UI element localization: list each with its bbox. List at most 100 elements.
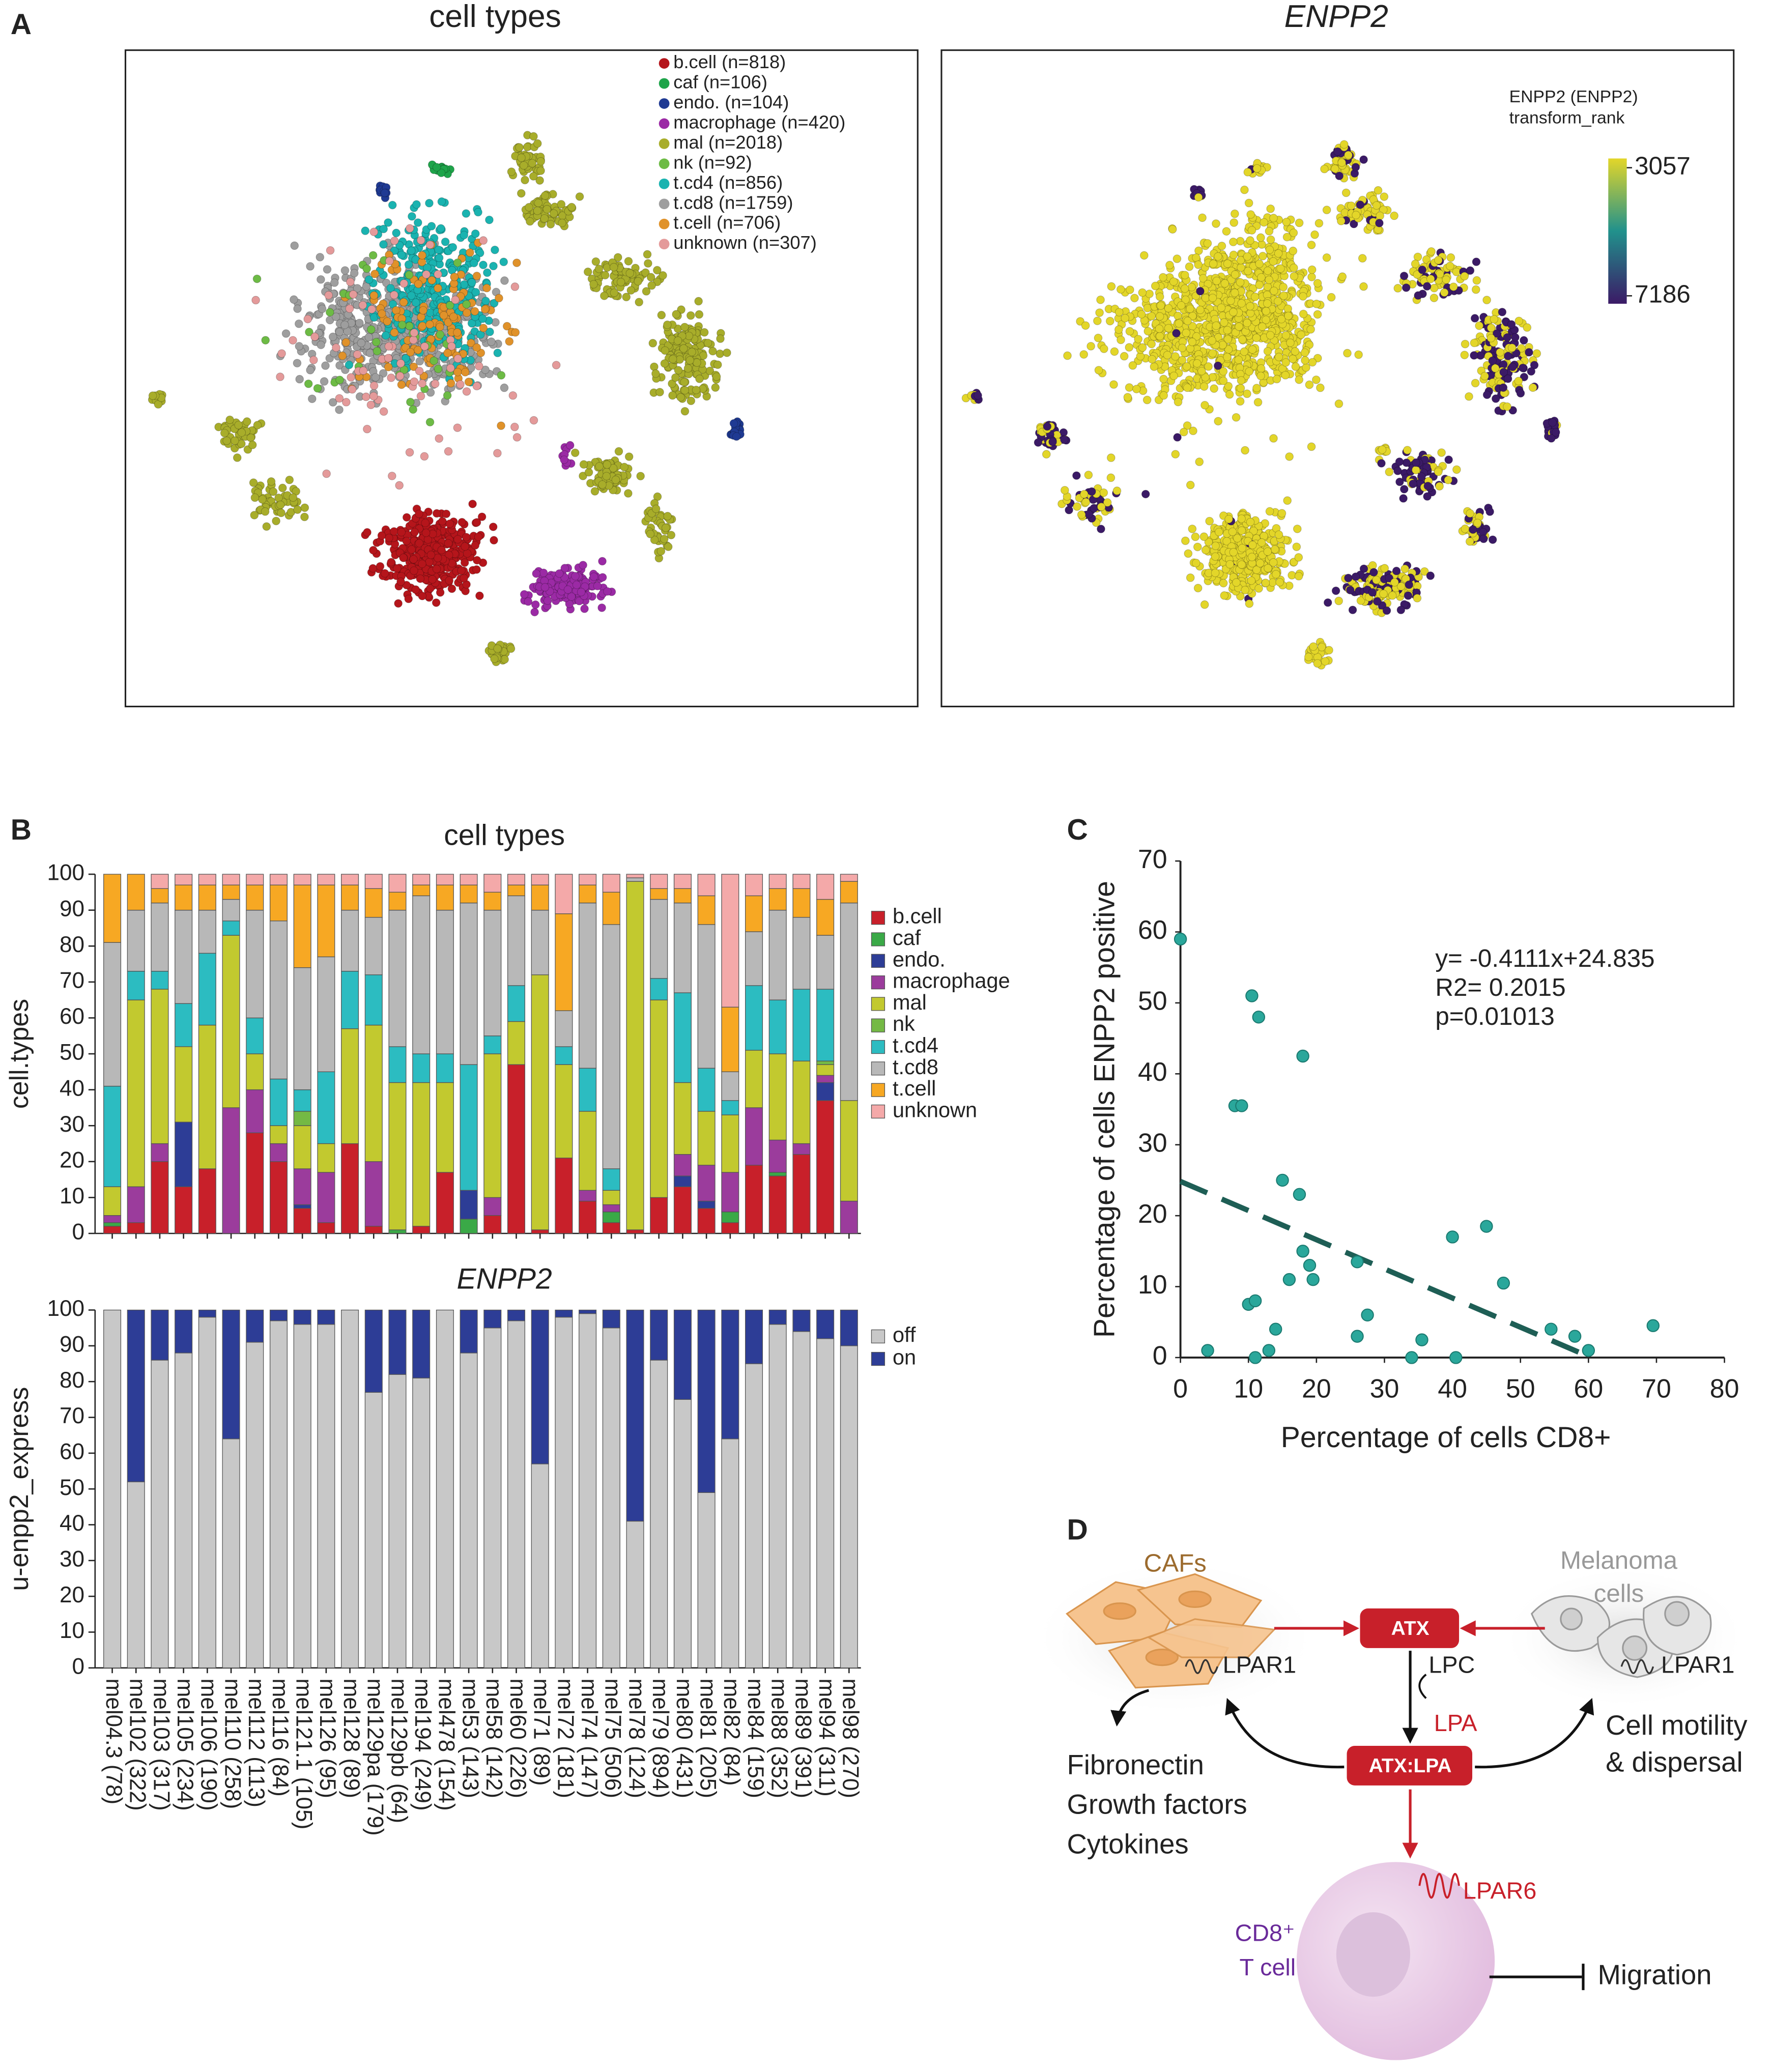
cell-point — [406, 397, 415, 407]
cell-point — [1245, 367, 1254, 376]
cell-point — [304, 379, 313, 388]
bar-segment — [697, 1200, 716, 1209]
cell-point — [1283, 304, 1293, 313]
cell-point — [243, 417, 251, 426]
cell-point — [1274, 249, 1283, 258]
bar-segment — [697, 895, 716, 925]
cell-point — [593, 582, 602, 590]
bar-segment — [626, 1520, 644, 1668]
bar-segment — [388, 891, 407, 911]
cell-point — [533, 206, 542, 215]
cell-point — [583, 267, 592, 276]
cell-point — [555, 569, 564, 578]
cell-point — [1272, 570, 1280, 579]
cell-point — [353, 284, 362, 293]
cell-point — [1261, 579, 1270, 587]
cell-point — [1411, 260, 1420, 268]
cell-point — [390, 236, 399, 245]
cell-point — [580, 605, 589, 613]
cell-point — [1147, 339, 1156, 349]
cell-point — [250, 493, 260, 502]
cell-point — [1482, 390, 1492, 399]
cell-point — [453, 367, 462, 377]
cell-point — [1147, 312, 1156, 321]
cell-point — [1304, 652, 1313, 661]
bar-segment — [388, 1309, 407, 1375]
cell-point — [1061, 486, 1069, 495]
cell-point — [1260, 218, 1268, 227]
bar-segment — [602, 891, 620, 925]
bar-segment — [103, 1085, 122, 1187]
bar-segment — [721, 1100, 739, 1115]
bar-segment — [531, 1229, 549, 1234]
cell-point — [1297, 330, 1305, 339]
bar-segment — [555, 1046, 573, 1065]
cell-point — [472, 565, 481, 574]
y-tick-label: 0 — [72, 1220, 85, 1245]
cell-point — [269, 487, 278, 496]
bar-segment — [317, 1324, 335, 1668]
cell-point — [1141, 490, 1150, 499]
cell-point — [1099, 488, 1108, 497]
legend-label: t.cd8 — [893, 1055, 938, 1079]
cell-point — [594, 265, 604, 273]
cell-point — [335, 394, 344, 403]
cell-point — [1479, 534, 1488, 543]
bar-segment — [721, 1006, 739, 1072]
cell-point — [349, 290, 358, 299]
cell-point — [610, 289, 619, 297]
label: T cell — [1240, 1954, 1296, 1980]
cell-point — [1257, 240, 1266, 249]
bar-segment — [745, 931, 763, 986]
cell-point — [1229, 548, 1238, 557]
bar-segment — [792, 1331, 811, 1668]
cell-point — [1125, 383, 1134, 392]
cell-point — [1252, 164, 1262, 173]
cell-point — [579, 460, 588, 469]
cell-point — [1230, 218, 1239, 227]
cell-point — [1132, 385, 1141, 393]
legend-swatch — [871, 932, 885, 946]
cell-point — [1379, 589, 1388, 598]
cell-point — [1180, 284, 1189, 293]
cell-point — [1281, 331, 1291, 340]
cell-point — [500, 383, 509, 392]
cell-point — [444, 539, 453, 548]
bar-segment — [673, 1186, 692, 1234]
cell-point — [1048, 438, 1057, 446]
arrow — [1475, 1697, 1594, 1769]
legend-label: off — [893, 1322, 916, 1346]
cell-point — [427, 222, 436, 231]
bar-segment — [483, 891, 502, 911]
cell-point — [1159, 273, 1167, 282]
cell-point — [1307, 273, 1316, 281]
cell-point — [463, 308, 471, 318]
cell-point — [1266, 331, 1275, 340]
cell-point — [1286, 338, 1295, 347]
cell-point — [660, 359, 669, 368]
cell-point — [303, 314, 312, 324]
cell-point — [434, 245, 443, 254]
cell-point — [310, 332, 319, 341]
bar-segment — [436, 1082, 454, 1173]
bar-segment — [650, 1309, 668, 1361]
cell-point — [1042, 450, 1051, 459]
cell-point — [1238, 543, 1247, 553]
cell-point — [1263, 547, 1272, 556]
cell-point — [493, 449, 502, 457]
cell-point — [664, 542, 673, 551]
cell-point — [1322, 253, 1331, 262]
cell-point — [528, 159, 537, 168]
bar-segment — [222, 1309, 240, 1440]
cell-point — [1192, 359, 1202, 368]
legend-label: nk — [893, 1012, 915, 1035]
bar-segment — [531, 974, 549, 1230]
cell-point — [300, 512, 309, 522]
bar-segment — [436, 1172, 454, 1234]
cell-point — [397, 380, 406, 389]
cell-point — [467, 278, 476, 287]
bar-segment — [341, 1028, 359, 1144]
bar-segment — [673, 902, 692, 993]
cell-point — [449, 312, 458, 321]
cell-point — [434, 364, 443, 373]
